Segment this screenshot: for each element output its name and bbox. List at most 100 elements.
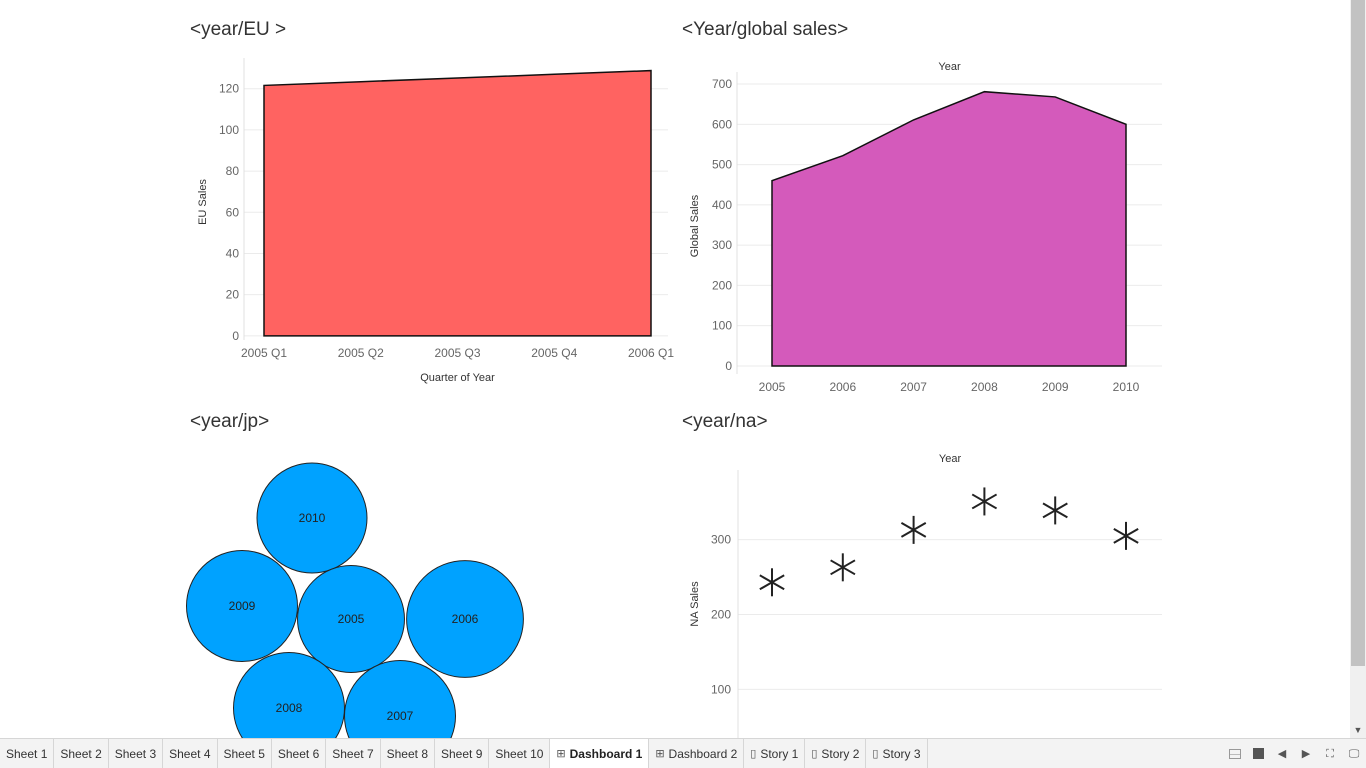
bubble[interactable]: 2005 (297, 565, 405, 673)
bubble-circle[interactable] (256, 462, 368, 574)
dashboard-icon: ⊞ (556, 748, 566, 760)
y-tick-label: 600 (712, 117, 732, 131)
area-series[interactable] (771, 90, 1127, 367)
tab-sheet-4[interactable]: Sheet 4 (163, 739, 218, 768)
jp-sales-bubble-chart[interactable]: 2010 2009 2005 2006 2008 2007 (180, 450, 540, 738)
y-axis-title: NA Sales (689, 581, 701, 627)
asterisk-point[interactable] (971, 487, 998, 516)
bubble[interactable]: 2010 (256, 462, 368, 574)
tab-sheet-2[interactable]: Sheet 2 (54, 739, 109, 768)
tab-label: Sheet 10 (495, 746, 544, 761)
asterisk-point[interactable] (830, 553, 856, 582)
column-header-year: Year (939, 453, 962, 465)
y-tick-label: 60 (226, 205, 240, 219)
eu-sales-area-chart[interactable]: 0 20 40 60 80 100 120 2005 Q1 2005 Q2 2005 Q3 2005… (186, 56, 676, 396)
column-header-year: Year (938, 61, 961, 73)
tab-dashboard-2[interactable]: ⊞ Dashboard 2 (649, 739, 745, 768)
bubble-label: 2005 (338, 612, 365, 626)
tab-sheet-6[interactable]: Sheet 6 (271, 739, 327, 768)
bubble-circle[interactable] (233, 652, 345, 738)
x-tick-label: 2005 (759, 380, 786, 394)
tab-label: Sheet 9 (441, 746, 483, 761)
y-tick-label: 40 (226, 246, 240, 260)
previous-tab-icon[interactable]: ◀ (1277, 747, 1287, 760)
y-tick-label: 0 (232, 329, 239, 343)
tab-sheet-3[interactable]: Sheet 3 (108, 739, 164, 768)
story-icon: ▯ (750, 748, 757, 760)
y-tick-label: 300 (711, 533, 731, 547)
asterisk-point[interactable] (1042, 496, 1068, 525)
bubble-label: 2010 (299, 511, 326, 525)
dashboard-icon: ⊞ (655, 748, 665, 760)
y-tick-label: 100 (711, 682, 731, 696)
tab-story-2[interactable]: ▯ Story 2 (805, 739, 867, 768)
asterisk-point[interactable] (1113, 521, 1139, 550)
next-tab-icon[interactable]: ▶ (1301, 747, 1311, 760)
x-axis-title: Quarter of Year (420, 372, 495, 384)
chart-title-global: <Year/global sales> (682, 19, 849, 40)
bubble-label: 2006 (452, 612, 479, 626)
bubble-circle[interactable] (186, 550, 298, 662)
bubble-label: 2008 (276, 701, 303, 715)
x-tick-label: 2005 Q3 (434, 346, 480, 360)
tab-sheet-10[interactable]: Sheet 10 (489, 739, 551, 768)
tab-dashboard-1[interactable]: ⊞ Dashboard 1 (550, 739, 650, 768)
bubble[interactable]: 2006 (406, 560, 524, 678)
tab-sheet-7[interactable]: Sheet 7 (326, 739, 381, 768)
scroll-down-icon[interactable]: ▼ (1353, 725, 1363, 735)
area-series[interactable] (263, 69, 652, 337)
y-tick-label: 700 (712, 77, 732, 91)
bubble-circle[interactable] (406, 560, 524, 678)
tab-label: Story 3 (882, 746, 921, 761)
y-tick-label: 80 (226, 164, 240, 178)
chart-title-jp: <year/jp> (190, 411, 270, 432)
scrollbar-thumb[interactable] (1351, 0, 1365, 666)
x-tick-label: 2010 (1113, 380, 1140, 394)
tab-sheet-1[interactable]: Sheet 1 (0, 739, 55, 768)
x-tick-label: 2008 (971, 380, 998, 394)
show-sheet-sorter-icon[interactable] (1229, 748, 1241, 759)
dashboard: <year/EU > 0 20 40 60 80 100 120 2005 Q1 2005 Q2… (180, 19, 1172, 738)
bubble[interactable]: 2009 (186, 550, 298, 662)
tab-label: Dashboard 1 (569, 746, 643, 761)
y-tick-label: 500 (712, 158, 732, 172)
tab-story-3[interactable]: ▯ Story 3 (866, 739, 928, 768)
y-axis-title: Global Sales (689, 194, 701, 257)
tab-story-1[interactable]: ▯ Story 1 (744, 739, 806, 768)
x-tick-label: 2005 Q2 (338, 346, 384, 360)
y-tick-label: 200 (711, 607, 731, 621)
bubble[interactable]: 2008 (233, 652, 345, 738)
x-tick-label: 2005 Q4 (531, 346, 577, 360)
x-tick-label: 2006 (829, 380, 856, 394)
tab-label: Dashboard 2 (668, 746, 738, 761)
tab-label: Sheet 5 (223, 746, 265, 761)
device-preview-icon[interactable]: 🖵 (1348, 747, 1360, 760)
story-icon: ▯ (811, 748, 818, 760)
story-icon: ▯ (872, 748, 879, 760)
chart-title-eu: <year/EU > (190, 19, 287, 40)
bubble-circle[interactable] (297, 565, 405, 673)
tab-sheet-9[interactable]: Sheet 9 (435, 739, 490, 768)
tab-label: Sheet 1 (6, 746, 48, 761)
tab-sheet-5[interactable]: Sheet 5 (217, 739, 272, 768)
tab-label: Sheet 4 (169, 746, 211, 761)
tab-label: Sheet 8 (386, 746, 428, 761)
asterisk-point[interactable] (759, 568, 785, 597)
tab-sheet-8[interactable]: Sheet 8 (380, 739, 435, 768)
tab-label: Sheet 2 (60, 746, 102, 761)
tab-label: Sheet 7 (332, 746, 374, 761)
bubble[interactable]: 2007 (344, 660, 456, 738)
x-tick-label: 2009 (1042, 380, 1069, 394)
tab-label: Sheet 3 (114, 746, 157, 761)
show-filmstrip-icon[interactable] (1253, 748, 1264, 759)
bubble-circle[interactable] (344, 660, 456, 738)
y-tick-label: 100 (219, 123, 239, 137)
global-sales-area-chart[interactable]: Year 0 100 200 300 400 500 600 700 2005 2006 2007 20… (682, 56, 1172, 398)
bubble-label: 2009 (229, 599, 256, 613)
asterisk-point[interactable] (900, 515, 927, 544)
na-sales-scatter-chart[interactable]: Year 100 200 300 NA Sales (682, 448, 1172, 738)
tab-controls: ◀ ▶ ⛶ 🖵 (1229, 739, 1366, 768)
presentation-mode-icon[interactable]: ⛶ (1326, 747, 1334, 760)
vertical-scrollbar[interactable]: ▼ (1350, 0, 1366, 738)
y-tick-label: 100 (712, 319, 732, 333)
